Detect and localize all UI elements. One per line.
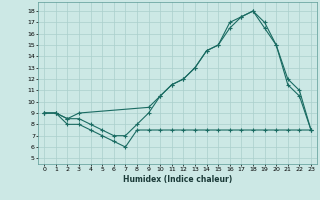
X-axis label: Humidex (Indice chaleur): Humidex (Indice chaleur) <box>123 175 232 184</box>
